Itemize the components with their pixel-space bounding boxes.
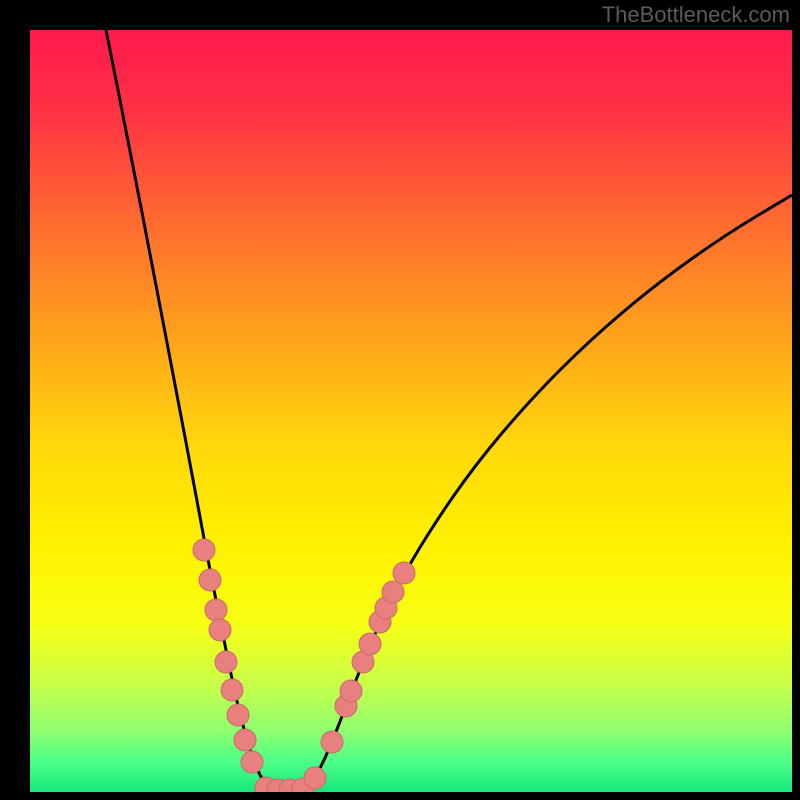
- data-marker: [221, 679, 243, 701]
- data-marker: [393, 562, 415, 584]
- data-marker: [215, 651, 237, 673]
- data-marker: [382, 581, 404, 603]
- data-marker: [193, 539, 215, 561]
- data-marker: [321, 731, 343, 753]
- data-marker: [304, 767, 326, 789]
- gradient-background: [30, 30, 792, 792]
- data-marker: [359, 633, 381, 655]
- data-marker: [234, 729, 256, 751]
- data-marker: [199, 569, 221, 591]
- data-marker: [340, 680, 362, 702]
- data-marker: [227, 704, 249, 726]
- data-marker: [241, 751, 263, 773]
- data-marker: [209, 619, 231, 641]
- watermark-text: TheBottleneck.com: [602, 2, 790, 28]
- bottleneck-chart: [30, 30, 792, 792]
- data-marker: [205, 599, 227, 621]
